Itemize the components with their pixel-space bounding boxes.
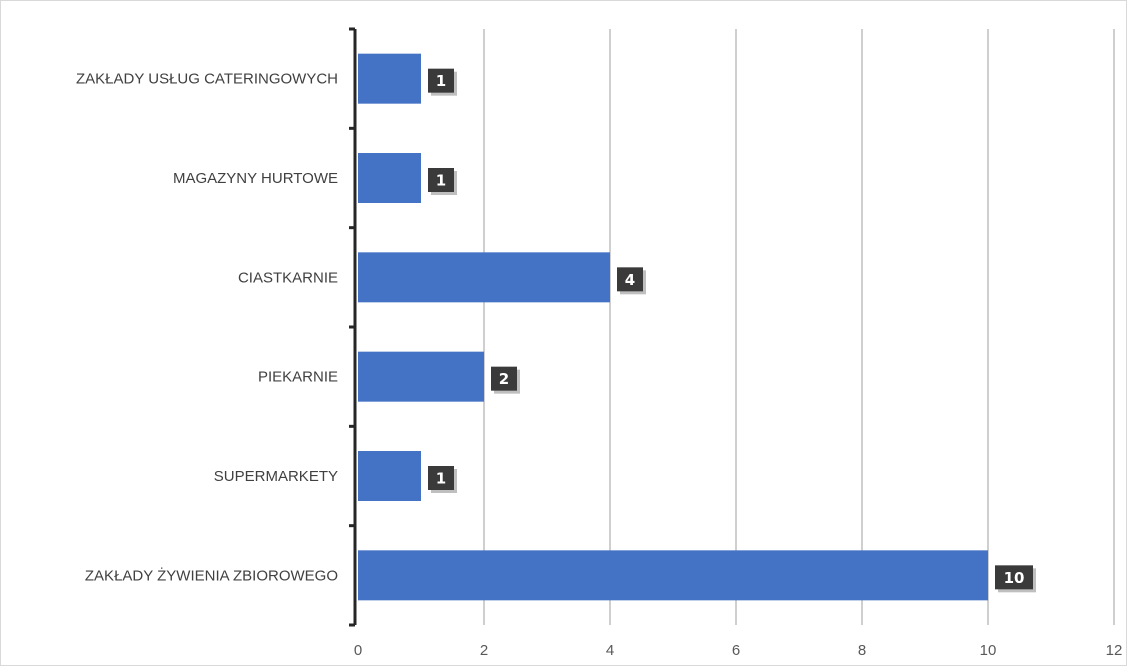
data-label: 1 (436, 172, 446, 190)
data-label-box (428, 466, 454, 490)
data-label: 10 (1004, 569, 1025, 587)
category-label: ZAKŁADY ŻYWIENIA ZBIOROWEGO (85, 566, 338, 584)
x-tick-label: 10 (980, 642, 997, 659)
category-label: SUPERMARKETY (214, 468, 338, 485)
x-tick-label: 2 (480, 642, 488, 659)
data-label-box (428, 168, 454, 192)
data-label: 2 (499, 370, 509, 388)
category-label: MAGAZYNY HURTOWE (173, 170, 338, 187)
value-axis-tick-labels: 0 2 4 6 8 10 12 (354, 642, 1123, 659)
data-label-box (428, 68, 454, 93)
bar (358, 351, 484, 402)
data-label-box (995, 565, 1033, 590)
data-label: 1 (436, 72, 446, 90)
x-tick-label: 12 (1106, 642, 1123, 659)
data-labels: 1 1 4 2 1 10 (428, 68, 1036, 593)
bar (358, 451, 421, 501)
x-tick-label: 6 (732, 642, 740, 659)
category-labels: ZAKŁADY USŁUG CATERINGOWYCH MAGAZYNY HURT… (76, 71, 338, 585)
x-tick-label: 4 (606, 642, 614, 659)
x-tick-label: 0 (354, 642, 362, 659)
data-label-box (491, 366, 517, 391)
bar (358, 550, 988, 601)
category-label: ZAKŁADY USŁUG CATERINGOWYCH (76, 71, 338, 88)
category-label: CIASTKARNIE (238, 269, 338, 286)
data-label-box (617, 267, 643, 292)
data-label: 4 (625, 271, 635, 289)
category-axis (349, 27, 357, 627)
data-label: 1 (436, 470, 446, 488)
bar (358, 252, 610, 303)
bars (358, 53, 988, 601)
bar (358, 53, 421, 104)
bar (358, 153, 421, 203)
x-tick-label: 8 (858, 642, 866, 659)
gridlines (483, 29, 1115, 625)
category-label: PIEKARNIE (258, 369, 338, 386)
